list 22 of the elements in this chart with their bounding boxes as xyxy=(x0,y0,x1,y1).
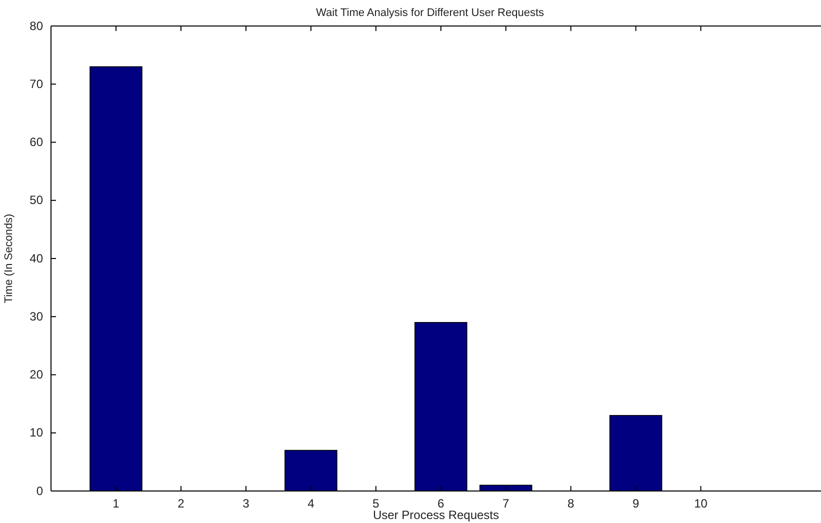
x-tick-label: 3 xyxy=(242,496,250,511)
y-tick-label: 10 xyxy=(30,426,44,440)
y-tick-label: 30 xyxy=(30,309,44,324)
y-tick-label: 70 xyxy=(30,76,44,91)
y-tick-label: 20 xyxy=(30,368,44,382)
x-tick-label: 1 xyxy=(112,496,120,511)
y-tick-label: 40 xyxy=(30,251,44,266)
x-tick-label: 7 xyxy=(502,496,510,511)
x-tick-label: 4 xyxy=(308,496,315,511)
y-tick-label: 80 xyxy=(30,18,44,33)
y-tick-label: 50 xyxy=(30,193,44,208)
x-tick-label: 8 xyxy=(567,496,574,511)
x-tick-label: 10 xyxy=(694,496,708,511)
x-tick-label: 9 xyxy=(632,496,640,511)
x-tick-label: 5 xyxy=(372,496,380,511)
x-tick-label: 2 xyxy=(178,496,185,511)
y-axis-title: Time (In Seconds) xyxy=(3,214,15,304)
chart-title: Wait Time Analysis for Different User Requests xyxy=(316,7,545,19)
x-axis-title: User Process Requests xyxy=(372,508,500,522)
x-tick-label: 6 xyxy=(438,496,445,511)
y-tick-label: 0 xyxy=(36,484,44,498)
y-tick-label: 60 xyxy=(30,135,44,150)
